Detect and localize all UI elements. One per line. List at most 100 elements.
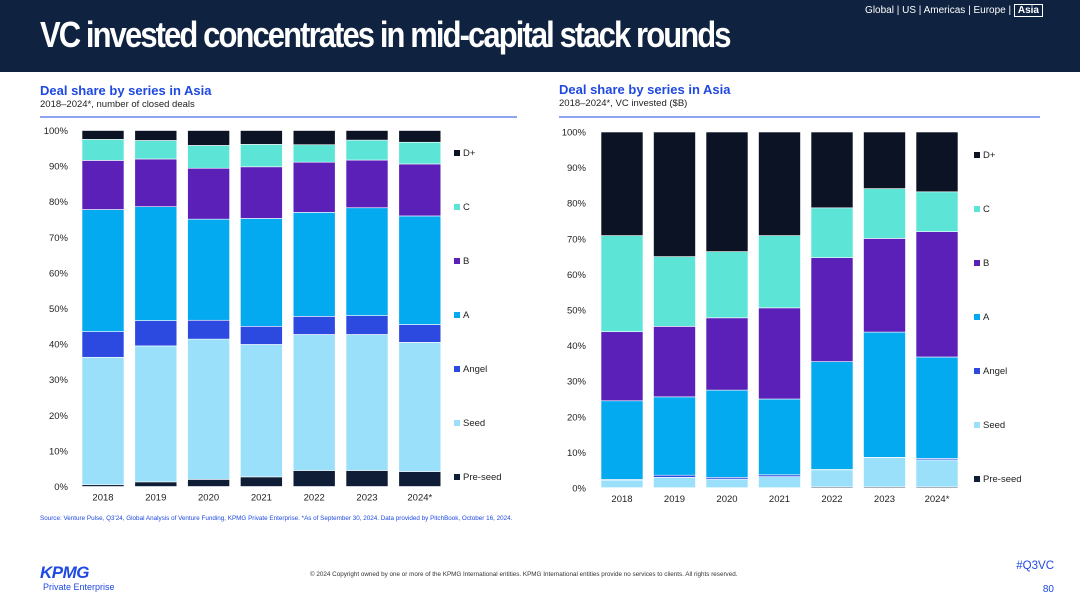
x-tick-label: 2021 xyxy=(251,493,272,504)
bar-segment-a-2022 xyxy=(292,212,336,317)
nav-separator: | xyxy=(916,5,924,16)
x-tick-label: 2024* xyxy=(407,493,432,504)
bar-segment-c-2021 xyxy=(758,235,801,309)
bar-segment-seed-2024 xyxy=(398,342,442,472)
chart-subtitle: 2018–2024*, VC invested ($B) xyxy=(559,98,687,109)
legend-label-pre-seed: Pre-seed xyxy=(463,472,502,483)
legend-swatch-b xyxy=(454,258,460,264)
bar-segment-c-2018 xyxy=(600,235,644,333)
bar-segment-a-2024 xyxy=(398,215,442,325)
bar-segment-c-2020 xyxy=(187,145,230,169)
bar-segment-d-2022 xyxy=(810,131,854,209)
bar-segment-a-2019 xyxy=(134,206,178,321)
x-tick-label: 2018 xyxy=(611,494,632,505)
legend-swatch-d xyxy=(974,152,980,158)
bar-segment-d-2018 xyxy=(600,131,644,236)
legend-swatch-b xyxy=(974,260,980,266)
kpmg-logo: KPMG Private Enterprise xyxy=(40,563,120,599)
y-tick-label: 30% xyxy=(49,375,69,386)
bar-segment-a-2022 xyxy=(810,361,854,470)
nav-item-europe[interactable]: Europe xyxy=(973,5,1006,16)
deal-count-chart: Deal share by series in Asia2018–2024*, … xyxy=(40,83,517,504)
legend-swatch-pre-seed xyxy=(454,474,460,480)
bar-segment-angel-2020 xyxy=(187,319,230,340)
nav-separator: | xyxy=(893,5,903,16)
nav-item-us[interactable]: US xyxy=(902,5,917,16)
bar-segment-pre-seed-2019 xyxy=(134,481,178,487)
y-tick-label: 20% xyxy=(567,412,587,423)
bar-segment-angel-2019 xyxy=(653,474,696,478)
bar-segment-a-2023 xyxy=(863,331,906,458)
bar-segment-seed-2018 xyxy=(81,356,125,486)
bar-segment-seed-2021 xyxy=(240,344,283,478)
y-tick-label: 50% xyxy=(49,304,69,315)
x-tick-label: 2021 xyxy=(769,494,790,505)
legend-label-seed: Seed xyxy=(983,420,1005,431)
nav-separator: | xyxy=(1005,5,1014,16)
bar-segment-d-2020 xyxy=(187,130,230,146)
y-tick-label: 40% xyxy=(49,340,69,351)
x-tick-label: 2024* xyxy=(925,494,950,505)
legend-swatch-angel xyxy=(974,368,980,374)
legend-label-b: B xyxy=(463,256,469,267)
bar-segment-a-2020 xyxy=(187,218,230,321)
y-tick-label: 0% xyxy=(572,484,586,495)
legend-label-a: A xyxy=(463,310,470,321)
bar-segment-d-2021 xyxy=(758,131,801,236)
bar-segment-a-2020 xyxy=(705,389,749,478)
bar-segment-d-2019 xyxy=(134,130,178,141)
y-tick-label: 60% xyxy=(49,268,69,279)
kpmg-subtext: Private Enterprise xyxy=(43,582,115,592)
bar-segment-a-2023 xyxy=(345,207,389,316)
bar-segment-b-2023 xyxy=(345,159,389,209)
bar-segment-d-2023 xyxy=(863,131,906,189)
bar-segment-angel-2022 xyxy=(292,316,336,335)
legend-swatch-angel xyxy=(454,366,460,372)
y-tick-label: 50% xyxy=(567,306,587,317)
bar-segment-seed-2022 xyxy=(292,334,336,471)
bar-segment-angel-2018 xyxy=(81,331,125,358)
bar-segment-c-2024 xyxy=(915,191,959,232)
bar-segment-b-2018 xyxy=(81,160,125,210)
legend-swatch-seed xyxy=(974,422,980,428)
x-tick-label: 2022 xyxy=(821,494,842,505)
bar-segment-c-2019 xyxy=(134,140,178,160)
legend-swatch-c xyxy=(974,206,980,212)
y-tick-label: 10% xyxy=(49,446,69,457)
nav-item-global[interactable]: Global xyxy=(865,5,894,16)
bar-segment-c-2018 xyxy=(81,139,125,161)
y-tick-label: 70% xyxy=(49,233,69,244)
bar-segment-b-2024 xyxy=(915,231,959,358)
bar-segment-d-2018 xyxy=(81,130,125,140)
hashtag: #Q3VC xyxy=(1016,560,1054,572)
bar-segment-b-2020 xyxy=(705,317,749,391)
bar-segment-c-2022 xyxy=(292,144,336,163)
bar-segment-seed-2020 xyxy=(705,478,749,488)
nav-item-americas[interactable]: Americas xyxy=(923,5,966,16)
x-tick-label: 2019 xyxy=(145,493,166,504)
legend-label-c: C xyxy=(463,202,470,213)
legend-label-a: A xyxy=(983,312,990,323)
bar-segment-b-2019 xyxy=(653,326,696,398)
chart-title: Deal share by series in Asia xyxy=(40,83,212,98)
nav-item-asia[interactable]: Asia xyxy=(1013,4,1043,17)
y-tick-label: 100% xyxy=(562,128,587,139)
bar-segment-pre-seed-2022 xyxy=(292,470,336,487)
bar-segment-a-2021 xyxy=(758,398,801,476)
bar-segment-angel-2019 xyxy=(134,320,178,347)
bar-segment-b-2021 xyxy=(758,307,801,400)
x-tick-label: 2018 xyxy=(92,493,113,504)
bar-segment-angel-2021 xyxy=(240,326,283,345)
y-tick-label: 40% xyxy=(567,341,587,352)
x-tick-label: 2019 xyxy=(664,494,685,505)
x-tick-label: 2022 xyxy=(304,493,325,504)
bar-segment-seed-2018 xyxy=(600,479,644,488)
bar-segment-pre-seed-2021 xyxy=(240,476,283,487)
bar-segment-c-2023 xyxy=(345,139,389,161)
bar-segment-c-2024 xyxy=(398,141,442,165)
bar-segment-seed-2019 xyxy=(134,345,178,483)
bar-segment-b-2022 xyxy=(292,161,336,213)
bar-segment-c-2022 xyxy=(810,207,854,258)
legend-label-d: D+ xyxy=(463,148,476,159)
x-tick-label: 2023 xyxy=(874,494,895,505)
